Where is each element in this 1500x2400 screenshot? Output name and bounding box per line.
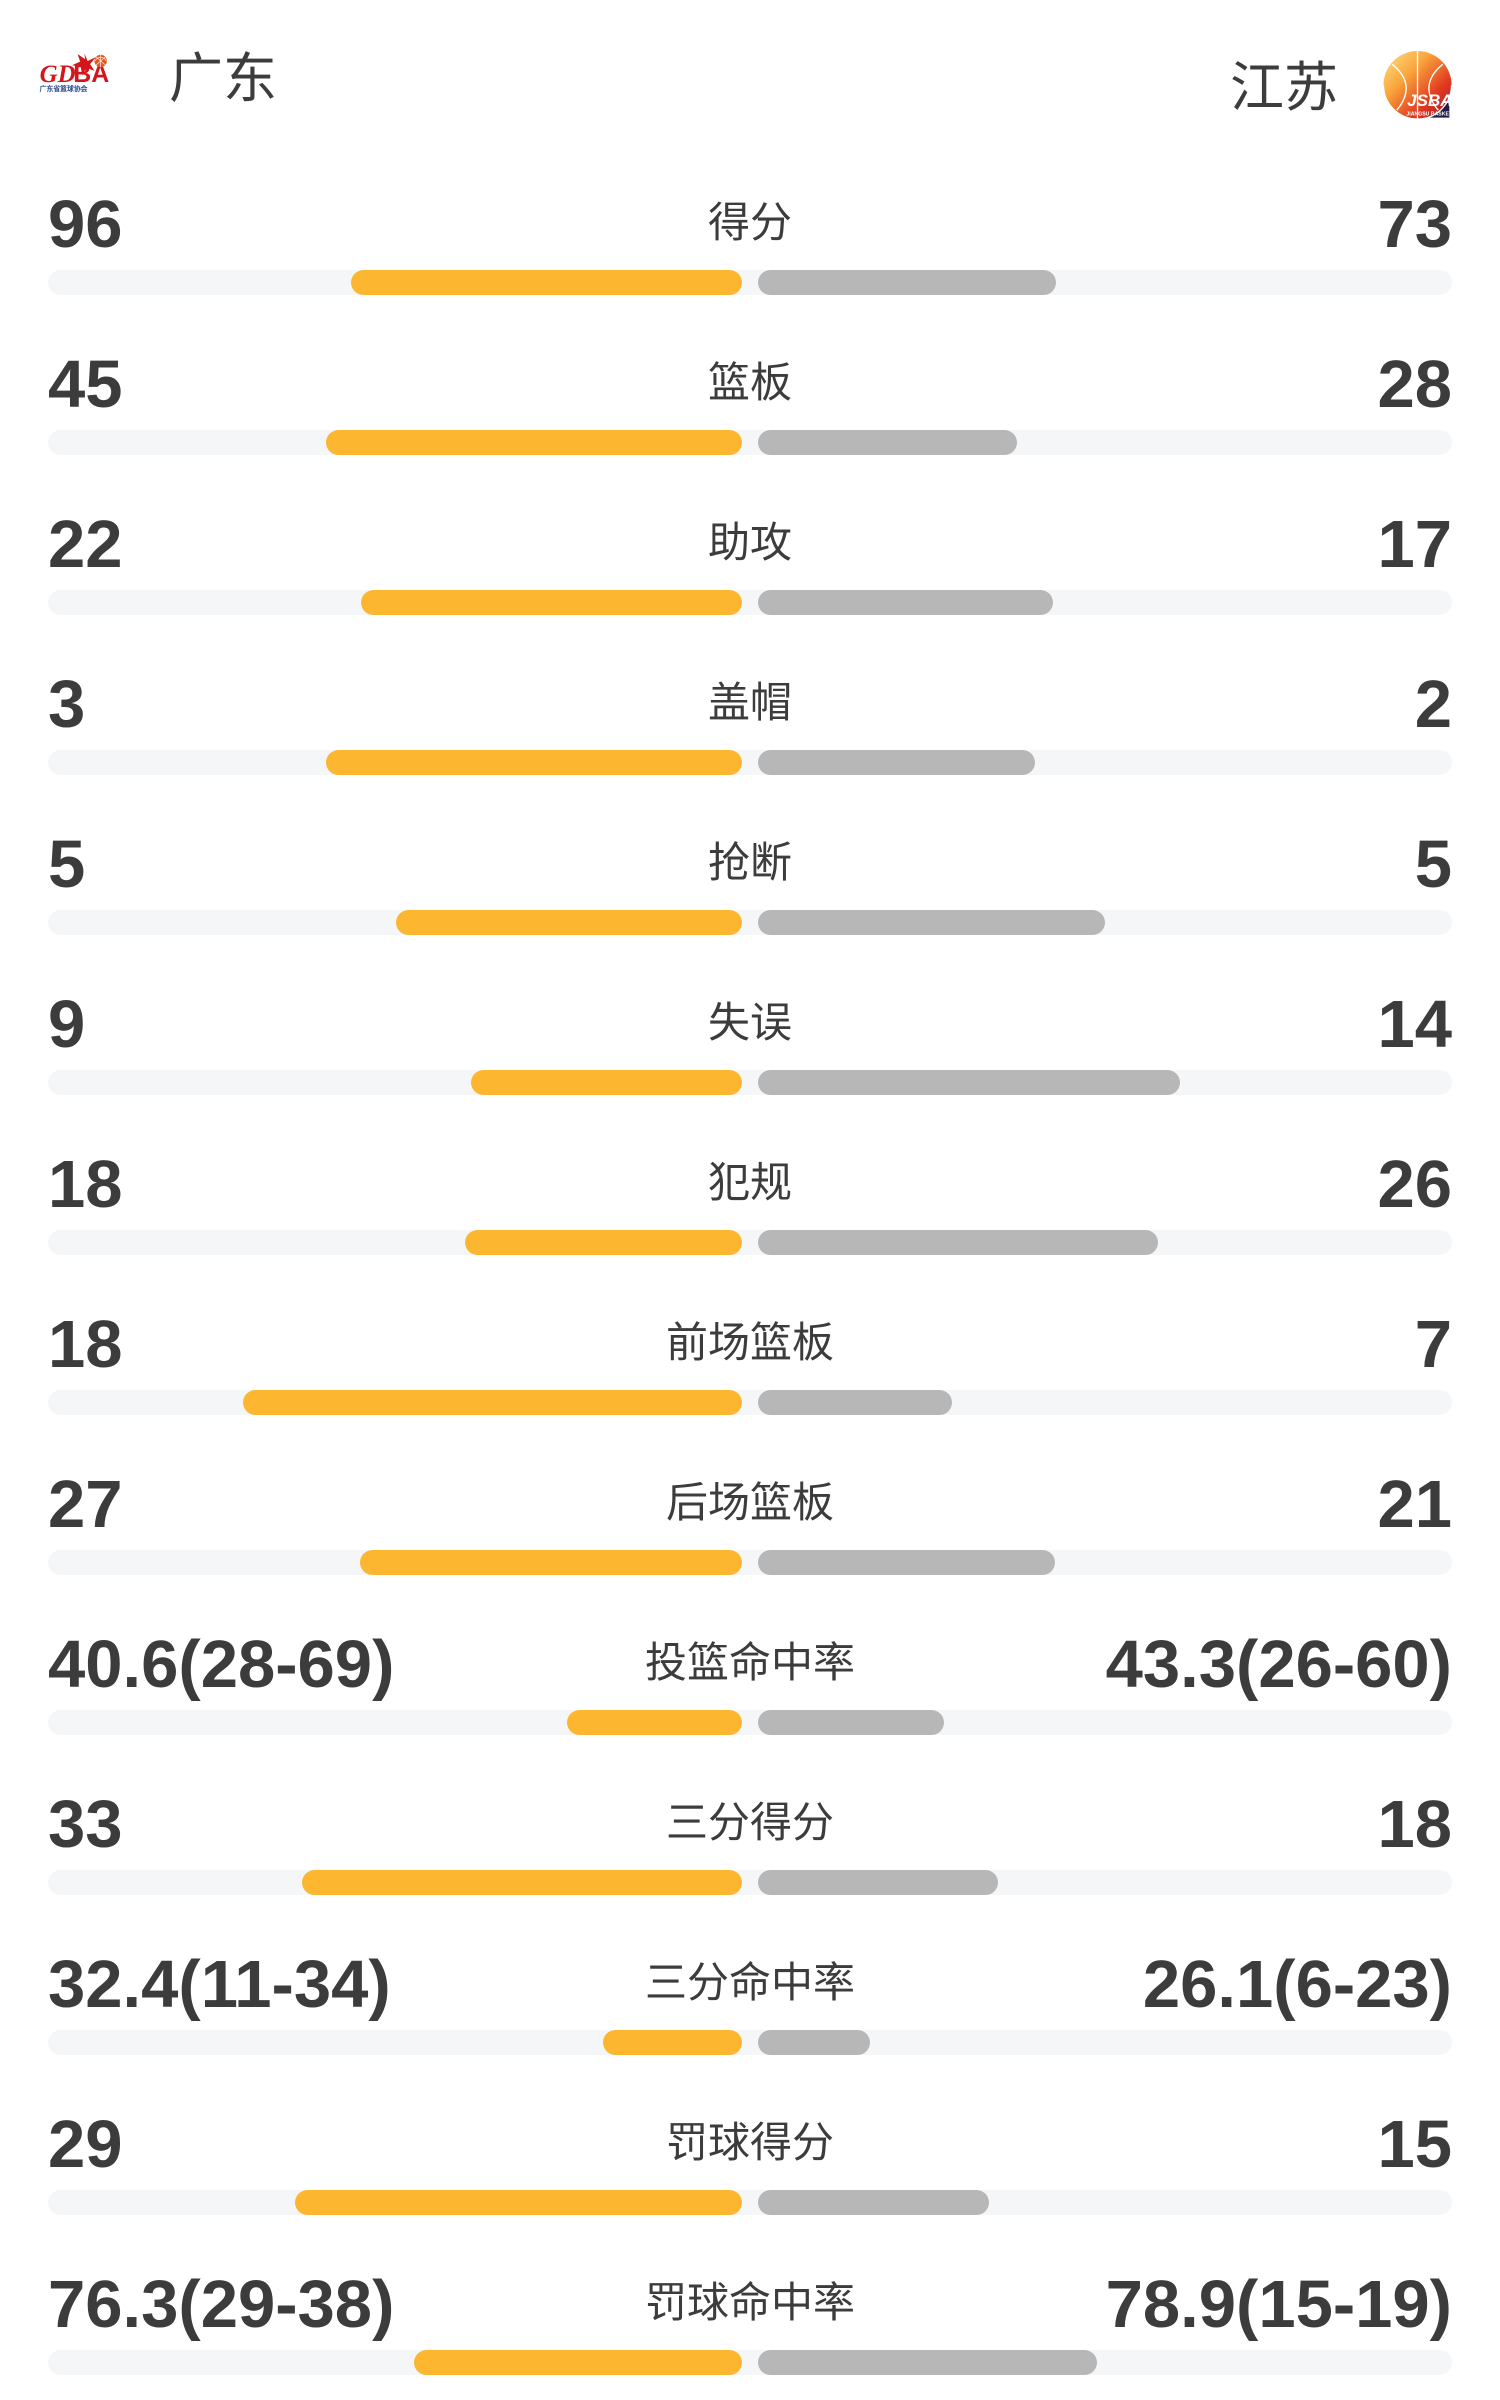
svg-text:GD: GD — [40, 61, 76, 88]
svg-text:JIANGSU BASKETBALL: JIANGSU BASKETBALL — [1406, 111, 1456, 117]
svg-text:JSBA: JSBA — [1407, 91, 1452, 110]
